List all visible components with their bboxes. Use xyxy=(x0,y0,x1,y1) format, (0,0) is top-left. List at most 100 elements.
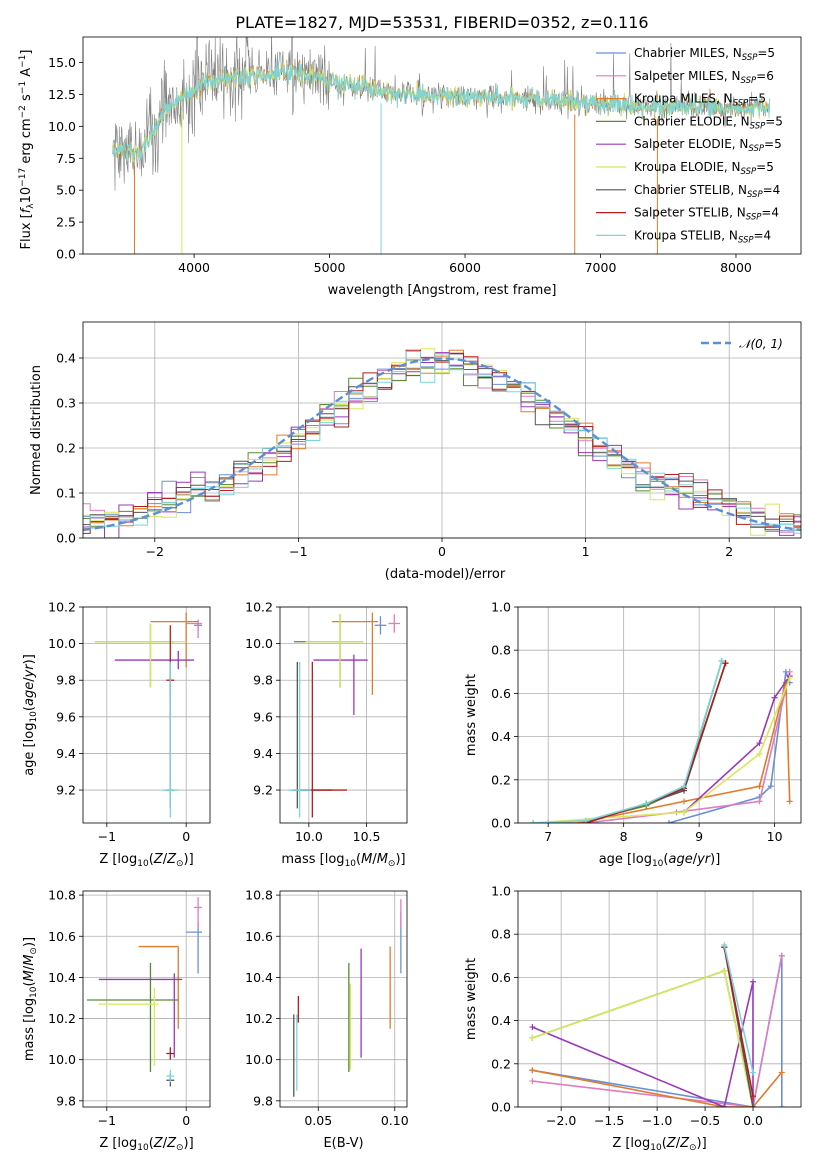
y-tick-label: 9.4 xyxy=(56,746,76,761)
legend-entry-chabrier_miles: Chabrier MILES, NSSP=5 xyxy=(634,46,775,63)
residual-hist-kroupa_miles xyxy=(83,349,801,529)
y-tick-label: 10.8 xyxy=(48,888,76,903)
panel-age_vs_mass: 10.0 10.5 9.2 9.4 9.6 9.8 10.0 10.2 mass [log10(… xyxy=(245,600,408,869)
errorbar-salpeter_stelib xyxy=(166,1047,175,1060)
y-tick-label: 0.4 xyxy=(491,729,511,744)
panel-age_vs_z: −1 0 9.2 9.4 9.6 9.8 10.0 10.2 Z [log10(Z/Z⊙)] ag… xyxy=(22,600,211,869)
y-axis-label: Normed distribution xyxy=(29,365,44,495)
x-tick-label: 5000 xyxy=(314,260,346,275)
y-tick-label: 0.8 xyxy=(491,643,511,658)
figure-title: PLATE=1827, MJD=53531, FIBERID=0352, z=0… xyxy=(235,13,648,32)
y-axis-label: mass weight xyxy=(464,958,479,1040)
y-tick-label: 10.2 xyxy=(48,600,76,615)
y-tick-label: 0.2 xyxy=(56,441,76,456)
residual-hist-kroupa_stelib xyxy=(83,351,801,534)
legend-entry-salpeter_miles: Salpeter MILES, NSSP=6 xyxy=(634,69,774,86)
legend-entry-kroupa_elodie: Kroupa ELODIE, NSSP=5 xyxy=(634,160,774,177)
series-point-salpeter_miles xyxy=(529,1078,536,1085)
axes-frame xyxy=(517,606,802,824)
x-tick-label: 10.0 xyxy=(295,829,323,844)
y-tick-label: 10.4 xyxy=(245,970,273,985)
y-tick-label: 9.8 xyxy=(253,1093,273,1108)
x-tick-label: 10.5 xyxy=(353,829,381,844)
series-point-salpeter_elodie xyxy=(750,978,757,985)
errorbar-kroupa_stelib xyxy=(288,661,312,818)
errorbar-salpeter_miles xyxy=(388,614,401,633)
series-point-chabrier_miles xyxy=(767,783,774,790)
axes-frame xyxy=(279,606,408,824)
errorbar-salpeter_miles xyxy=(186,619,203,639)
axis-label: age [log10(age/yr)] xyxy=(22,654,39,776)
x-tick-label: −2 xyxy=(146,544,164,559)
series-point-kroupa_miles xyxy=(778,1069,785,1076)
series-line-salpeter_miles xyxy=(532,955,783,1107)
series-point-kroupa_elodie xyxy=(721,967,728,974)
x-tick-label: −1.0 xyxy=(642,1113,672,1128)
y-tick-label: 10.2 xyxy=(245,600,273,615)
y-tick-label: 10.6 xyxy=(245,929,273,944)
series-point-kroupa_stelib xyxy=(750,1069,757,1076)
mass_vs_ebv-grid xyxy=(280,891,407,1107)
y-tick-label: 9.4 xyxy=(253,746,273,761)
normal-curve xyxy=(83,357,801,532)
errorbar-kroupa_miles xyxy=(331,612,379,695)
x-tick-label: 0 xyxy=(182,829,190,844)
y-tick-label: 10.8 xyxy=(245,888,273,903)
errorbar-kroupa_miles xyxy=(150,612,199,668)
y-tick-label: 0.1 xyxy=(56,486,76,501)
x-tick-label: 0.0 xyxy=(743,1113,763,1128)
errorbar-salpeter_elodie xyxy=(114,650,195,670)
legend-entry-kroupa_stelib: Kroupa STELIB, NSSP=4 xyxy=(634,228,771,245)
massweight_vs_age-plot-area xyxy=(530,658,793,823)
legend-entry-salpeter_elodie: Salpeter ELODIE, NSSP=5 xyxy=(634,137,782,154)
massweight_vs_age-grid xyxy=(518,606,801,824)
series-point-salpeter_elodie xyxy=(721,1104,728,1107)
legend-entry-kroupa_miles: Kroupa MILES, NSSP=5 xyxy=(634,92,766,109)
y-tick-label: 10.0 xyxy=(245,1052,273,1067)
y-tick-label: 0.4 xyxy=(491,1013,511,1028)
y-tick-label: 10.6 xyxy=(48,929,76,944)
x-tick-label: −2.0 xyxy=(546,1113,576,1128)
y-tick-label: 10.0 xyxy=(245,636,273,651)
axes-frame xyxy=(279,890,408,1108)
y-tick-label: 1.0 xyxy=(491,884,511,899)
y-tick-label: 0.0 xyxy=(56,531,76,546)
panel-massweight_vs_age: 7 8 9 10 0.0 0.2 0.4 0.6 0.8 1.0 age [log10(age/yr… xyxy=(464,600,802,869)
x-tick-label: 0.05 xyxy=(304,1113,332,1128)
y-tick-label: 0.2 xyxy=(491,1056,511,1071)
legend-entry-normal: 𝒩(0, 1) xyxy=(739,337,783,351)
y-tick-label: 7.5 xyxy=(56,151,76,166)
series-point-kroupa_elodie xyxy=(756,750,763,757)
errorbar-salpeter_elodie xyxy=(98,973,183,1058)
x-tick-label: −0.5 xyxy=(690,1113,720,1128)
x-tick-label: 0 xyxy=(182,1113,190,1128)
y-tick-label: 1.0 xyxy=(491,600,511,615)
errorbar-kroupa_elodie xyxy=(94,623,187,688)
errorbar-chabrier_miles xyxy=(186,921,203,974)
mass_vs_z-grid xyxy=(83,891,210,1107)
x-tick-label: −1 xyxy=(98,829,116,844)
x-axis-label: E(B-V) xyxy=(323,1136,363,1151)
series-point-kroupa_miles xyxy=(529,1067,536,1074)
y-tick-label: 2.5 xyxy=(56,215,76,230)
series-point-kroupa_stelib xyxy=(530,820,537,823)
series-point-salpeter_elodie xyxy=(771,694,778,701)
errorbar-kroupa_elodie xyxy=(98,987,159,1066)
y-tick-label: 0.4 xyxy=(56,351,76,366)
errorbar-kroupa_stelib xyxy=(162,661,179,818)
panel-mass_vs_ebv: 0.05 0.10 9.8 10.0 10.2 10.4 10.6 10.8 E(B-V) xyxy=(245,888,409,1151)
series-point-salpeter_stelib xyxy=(750,1093,757,1100)
axes-frame xyxy=(82,606,211,824)
errorbar-salpeter_miles xyxy=(194,897,203,929)
series-point-salpeter_miles xyxy=(756,798,763,805)
spectrum-model-kroupa_stelib xyxy=(112,57,770,161)
series-point-kroupa_miles xyxy=(756,783,763,790)
panel-residuals: −2 −1 0 1 2 0.0 0.1 0.2 0.3 0.4 (data-model)/error… xyxy=(29,321,802,582)
errorbar-chabrier_miles xyxy=(374,616,387,635)
y-tick-label: 0.0 xyxy=(491,816,511,831)
series-line-salpeter_elodie xyxy=(683,675,791,813)
residuals-plot-area xyxy=(83,348,801,538)
x-tick-label: 6000 xyxy=(449,260,481,275)
y-tick-label: 9.2 xyxy=(253,783,273,798)
x-tick-label: −1 xyxy=(289,544,307,559)
